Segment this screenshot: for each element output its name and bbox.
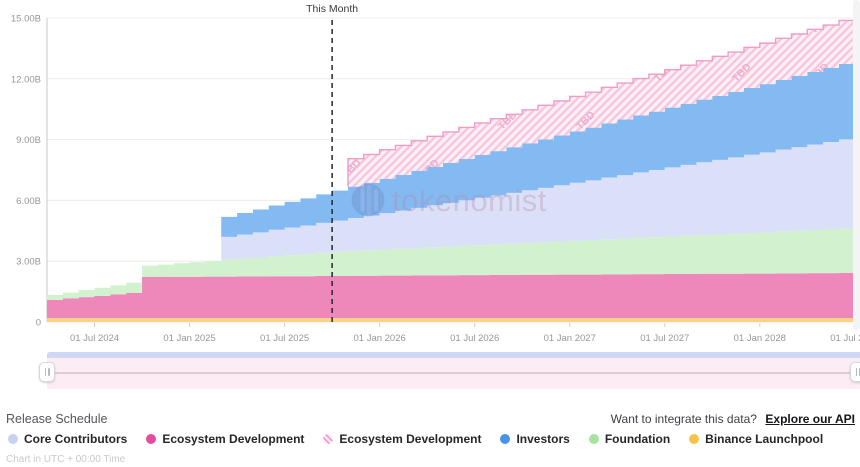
legend-item-ecosystem-development-tbd[interactable]: Ecosystem Development [323, 432, 481, 446]
api-prompt-text: Want to integrate this data? [610, 412, 757, 426]
explore-api-link[interactable]: Explore our API [765, 412, 855, 426]
x-axis-label: 01 Jul 2027 [640, 333, 689, 344]
x-axis-label: 01 Jan 2026 [353, 333, 405, 344]
brush-handle-right[interactable] [850, 362, 860, 382]
area-binance-launchpool[interactable] [47, 317, 858, 322]
legend-label: Ecosystem Development [162, 432, 305, 446]
timezone-note: Chart in UTC + 00:00 Time [6, 454, 126, 465]
legend-swatch-icon [689, 434, 700, 444]
legend-swatch-icon [323, 434, 334, 444]
x-axis-label: 01 Jan 2028 [734, 333, 786, 344]
x-axis-label: 01 Jul 2028 [830, 333, 860, 344]
legend-swatch-icon [8, 434, 18, 444]
brush-handle-left[interactable] [39, 362, 55, 382]
legend-swatch-icon [588, 434, 599, 444]
chart-legend: Core Contributors Ecosystem Development Ec… [8, 432, 842, 446]
watermark-text: tokenomist [392, 183, 547, 218]
area-foundation[interactable] [47, 227, 858, 300]
area-investors[interactable] [47, 60, 858, 296]
tokenomist-logo-icon [351, 183, 385, 217]
tokenomist-watermark: tokenomist [351, 183, 547, 218]
x-axis-label: 01 Jul 2026 [450, 333, 499, 344]
legend-item-investors[interactable]: Investors [500, 432, 570, 446]
y-axis-label: 6.00B [16, 196, 41, 207]
area-ecosystem-development[interactable] [47, 272, 858, 318]
legend-label: Ecosystem Development [339, 432, 482, 446]
legend-item-core-contributors[interactable]: Core Contributors [8, 432, 127, 446]
y-axis-label: 15.00B [11, 14, 41, 25]
legend-swatch-icon [500, 434, 511, 444]
area-core-contributors[interactable] [47, 136, 858, 296]
area-tbd-labels [47, 16, 858, 296]
legend-label: Binance Launchpool [705, 432, 824, 446]
scrollbar-gutter[interactable] [853, 0, 860, 330]
brush-minimap-line [47, 372, 860, 374]
x-axis-label: 01 Jul 2025 [260, 333, 309, 344]
x-axis-label: 01 Jan 2025 [163, 333, 215, 344]
footer-row: Release Schedule Want to integrate this … [6, 410, 855, 428]
release-schedule-chart[interactable]: TBD03.00B6.00B9.00B12.00B15.00Btokenomis… [0, 0, 860, 348]
x-axis-label: 01 Jul 2024 [70, 333, 119, 344]
legend-label: Foundation [604, 432, 671, 446]
brush-minimap-strip [47, 352, 860, 358]
y-axis-label: 9.00B [16, 135, 41, 146]
legend-swatch-icon [146, 434, 157, 444]
legend-item-ecosystem-development[interactable]: Ecosystem Development [146, 432, 304, 446]
legend-label: Investors [516, 432, 570, 446]
release-schedule-title: Release Schedule [6, 412, 108, 426]
this-month-label: This Month [306, 3, 358, 15]
x-axis-label: 01 Jan 2027 [544, 333, 596, 344]
area-tbd-border [347, 15, 858, 187]
legend-item-binance-launchpool[interactable]: Binance Launchpool [689, 432, 823, 446]
legend-item-foundation[interactable]: Foundation [588, 432, 671, 446]
y-axis-label: 12.00B [11, 74, 41, 85]
legend-label: Core Contributors [24, 432, 128, 446]
y-axis-label: 3.00B [16, 257, 41, 268]
y-axis-label: 0 [36, 318, 41, 329]
